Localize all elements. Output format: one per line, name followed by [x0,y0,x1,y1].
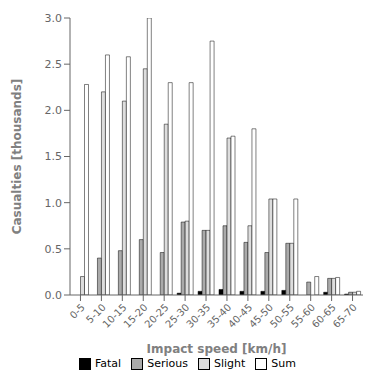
html-text:Fatal: Fatal [95,357,122,370]
svg-text:Casualties [thousands]: Casualties [thousands] [10,79,24,235]
svg-text:45-50: 45-50 [246,301,276,330]
svg-text:30-35: 30-35 [184,301,213,330]
svg-text:0.5: 0.5 [45,243,63,256]
svg-text:50-55: 50-55 [267,301,297,330]
svg-text:20-25: 20-25 [142,301,171,330]
svg-text:0-5: 0-5 [67,301,87,321]
svg-text:25-30: 25-30 [163,301,192,330]
svg-text:2.0: 2.0 [45,104,63,117]
html-text:Slight: Slight [213,357,246,370]
svg-text:2.5: 2.5 [45,58,63,71]
svg-text:40-45: 40-45 [226,301,255,330]
svg-text:3.0: 3.0 [45,12,63,25]
svg-text:65-70: 65-70 [331,302,359,330]
svg-text:55-60: 55-60 [288,301,318,330]
html-text:Sum: Sum [271,357,296,370]
html-text:Serious: Serious [147,357,188,370]
svg-text:0.0: 0.0 [45,289,63,302]
svg-text:1.5: 1.5 [45,150,63,163]
svg-text:1.0: 1.0 [45,197,63,210]
svg-text:35-40: 35-40 [205,301,234,330]
svg-text:Impact speed [km/h]: Impact speed [km/h] [147,342,287,356]
svg-text:5-10: 5-10 [84,301,108,326]
svg-text:15-20: 15-20 [121,301,150,330]
svg-text:10-15: 10-15 [100,301,129,330]
svg-text:60-65: 60-65 [309,301,338,330]
